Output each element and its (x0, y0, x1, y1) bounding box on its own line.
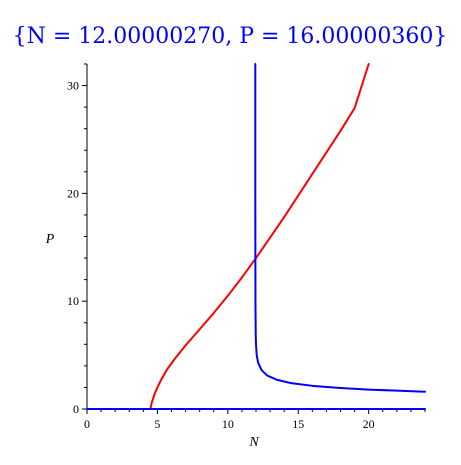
y-tick-label: 30 (67, 79, 79, 93)
curves (86, 63, 426, 410)
series-line-0 (149, 63, 370, 410)
x-tick-label: 5 (154, 417, 160, 431)
y-axis-label: P (45, 232, 55, 247)
x-tick-label: 15 (292, 417, 304, 431)
chart-title: {N = 12.00000270, P = 16.00000360} (13, 24, 448, 49)
y-tick-label: 0 (73, 402, 79, 416)
x-tick-label: 10 (222, 417, 234, 431)
x-tick-label: 0 (84, 417, 90, 431)
y-tick-label: 20 (67, 186, 79, 200)
x-axis-label: N (248, 435, 259, 450)
axes: 0 5 10 15 20 0 10 20 30 (67, 63, 426, 431)
x-tick-label: 20 (363, 417, 375, 431)
y-tick-label: 10 (67, 294, 79, 308)
series-line-2 (254, 63, 426, 393)
